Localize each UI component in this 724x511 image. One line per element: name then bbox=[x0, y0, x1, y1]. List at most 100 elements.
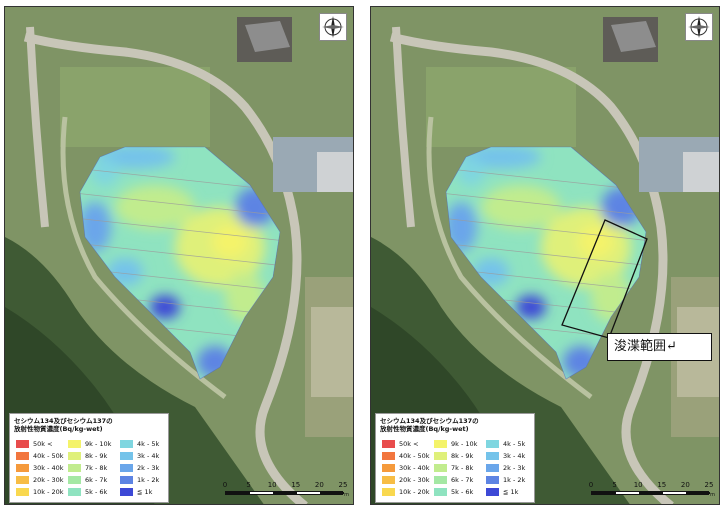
legend-swatch bbox=[434, 440, 447, 448]
legend-label: 40k - 50k bbox=[33, 452, 64, 460]
legend-swatch bbox=[382, 464, 395, 472]
scale-tick-label: 25 bbox=[704, 481, 714, 489]
legend-item: 30k - 40k bbox=[16, 462, 68, 474]
legend-swatch bbox=[120, 464, 133, 472]
legend-item: 40k - 50k bbox=[382, 450, 434, 462]
scale-tick-label: 25 bbox=[338, 481, 348, 489]
legend-swatch bbox=[120, 452, 133, 460]
legend-label: 4k - 5k bbox=[503, 440, 526, 448]
legend-item: 3k - 4k bbox=[486, 450, 536, 462]
legend-label: 4k - 5k bbox=[137, 440, 160, 448]
legend-item: 1k - 2k bbox=[486, 474, 536, 486]
compass-rose-icon bbox=[319, 13, 347, 41]
legend-item: 20k - 30k bbox=[382, 474, 434, 486]
legend-label: 7k - 8k bbox=[85, 464, 108, 472]
scale-tick-label: 20 bbox=[314, 481, 324, 489]
legend-swatch bbox=[382, 488, 395, 496]
legend-item: 7k - 8k bbox=[434, 462, 486, 474]
legend-swatch bbox=[382, 452, 395, 460]
legend-item: 10k - 20k bbox=[382, 486, 434, 498]
legend-item: 7k - 8k bbox=[68, 462, 120, 474]
legend-swatch bbox=[16, 440, 29, 448]
legend-swatch bbox=[434, 488, 447, 496]
scale-tick-label: 15 bbox=[657, 481, 667, 489]
legend-title-line2: 放射性物質濃度(Bq/kg-wet) bbox=[380, 425, 469, 433]
legend-label: 2k - 3k bbox=[137, 464, 160, 472]
legend-grid: 50k < 9k - 10k 4k - 5k 40k - 50k 8k - 9k 3k -… bbox=[16, 438, 170, 498]
legend-swatch bbox=[382, 476, 395, 484]
legend-item: 20k - 30k bbox=[16, 474, 68, 486]
legend-swatch bbox=[16, 488, 29, 496]
legend-item: 6k - 7k bbox=[68, 474, 120, 486]
legend-item: 50k < bbox=[16, 438, 68, 450]
legend-item: 4k - 5k bbox=[486, 438, 536, 450]
legend-swatch bbox=[486, 476, 499, 484]
legend-swatch bbox=[68, 452, 81, 460]
legend-item: 2k - 3k bbox=[486, 462, 536, 474]
legend-label: 8k - 9k bbox=[85, 452, 108, 460]
legend-label: 50k < bbox=[399, 440, 419, 448]
legend-label: 50k < bbox=[33, 440, 53, 448]
legend-item: 50k < bbox=[382, 438, 434, 450]
legend-label: ≦ 1k bbox=[503, 488, 519, 496]
legend-label: 5k - 6k bbox=[451, 488, 474, 496]
legend-swatch bbox=[120, 476, 133, 484]
compass-rose-icon bbox=[685, 13, 713, 41]
legend-label: 7k - 8k bbox=[451, 464, 474, 472]
legend-swatch bbox=[382, 440, 395, 448]
legend-item: 10k - 20k bbox=[16, 486, 68, 498]
scale-bar: 0 5 10 15 20 25 m bbox=[223, 481, 349, 499]
scale-tick-label: 0 bbox=[588, 481, 594, 489]
legend-item: 1k - 2k bbox=[120, 474, 170, 486]
scale-bar: 0 5 10 15 20 25 m bbox=[588, 481, 715, 499]
legend-label: 40k - 50k bbox=[399, 452, 430, 460]
scale-tick-label: 10 bbox=[267, 481, 277, 489]
legend: セシウム134及びセシウム137の 放射性物質濃度(Bq/kg-wet) 50k… bbox=[375, 413, 535, 503]
legend-label: 10k - 20k bbox=[399, 488, 430, 496]
legend-item: 5k - 6k bbox=[68, 486, 120, 498]
scale-tick-label: 10 bbox=[633, 481, 643, 489]
legend-label: 3k - 4k bbox=[503, 452, 526, 460]
legend-item: 8k - 9k bbox=[68, 450, 120, 462]
legend-swatch bbox=[68, 476, 81, 484]
scale-bar-segments bbox=[225, 491, 344, 495]
legend-title-line1: セシウム134及びセシウム137の bbox=[380, 417, 479, 425]
legend-label: 6k - 7k bbox=[451, 476, 474, 484]
legend-label: 3k - 4k bbox=[137, 452, 160, 460]
scale-tick-label: 5 bbox=[612, 481, 617, 489]
dredging-area-label: 浚渫範囲↵ bbox=[607, 333, 712, 361]
legend-label: 5k - 6k bbox=[85, 488, 108, 496]
legend-label: 30k - 40k bbox=[399, 464, 430, 472]
legend-swatch bbox=[120, 488, 133, 496]
legend-item: 9k - 10k bbox=[68, 438, 120, 450]
legend-swatch bbox=[486, 440, 499, 448]
legend-label: 1k - 2k bbox=[137, 476, 160, 484]
legend-item: 30k - 40k bbox=[382, 462, 434, 474]
legend-item: 5k - 6k bbox=[434, 486, 486, 498]
legend-label: 2k - 3k bbox=[503, 464, 526, 472]
legend-swatch bbox=[68, 464, 81, 472]
legend-item: 8k - 9k bbox=[434, 450, 486, 462]
legend-item: 40k - 50k bbox=[16, 450, 68, 462]
legend-label: 30k - 40k bbox=[33, 464, 64, 472]
legend-label: 1k - 2k bbox=[503, 476, 526, 484]
legend-item: 3k - 4k bbox=[120, 450, 170, 462]
legend-label: 9k - 10k bbox=[85, 440, 112, 448]
legend-grid: 50k < 9k - 10k 4k - 5k 40k - 50k 8k - 9k 3k -… bbox=[382, 438, 536, 498]
legend-swatch bbox=[16, 452, 29, 460]
legend-item: 6k - 7k bbox=[434, 474, 486, 486]
legend-label: 9k - 10k bbox=[451, 440, 478, 448]
legend-swatch bbox=[16, 476, 29, 484]
legend-label: ≦ 1k bbox=[137, 488, 153, 496]
legend-swatch bbox=[16, 464, 29, 472]
legend-label: 8k - 9k bbox=[451, 452, 474, 460]
scale-tick-label: 20 bbox=[680, 481, 690, 489]
legend-swatch bbox=[434, 464, 447, 472]
map-panel-right: セシウム134及びセシウム137の 放射性物質濃度(Bq/kg-wet) 50k… bbox=[370, 6, 720, 505]
legend-title-line2: 放射性物質濃度(Bq/kg-wet) bbox=[14, 425, 103, 433]
legend-item: ≦ 1k bbox=[486, 486, 536, 498]
scale-tick-label: 15 bbox=[291, 481, 301, 489]
legend-swatch bbox=[434, 476, 447, 484]
legend-title-line1: セシウム134及びセシウム137の bbox=[14, 417, 113, 425]
legend-item: 9k - 10k bbox=[434, 438, 486, 450]
